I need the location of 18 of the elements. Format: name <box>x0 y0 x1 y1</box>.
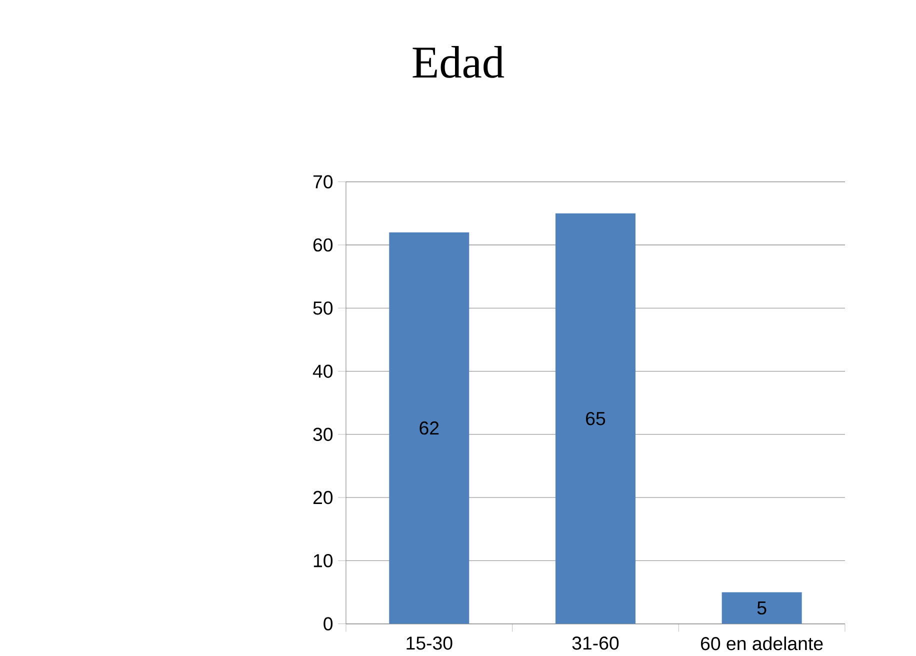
y-tick-label: 10 <box>314 554 333 568</box>
x-tick-label: 60 en adelante <box>700 636 823 650</box>
y-tick-label: 0 <box>324 617 333 630</box>
y-tick-label: 40 <box>312 364 333 378</box>
data-label: 65 <box>586 412 606 426</box>
data-label: 5 <box>757 602 766 615</box>
bar <box>555 213 636 624</box>
data-label: 62 <box>420 421 439 435</box>
y-tick-label: 60 <box>313 238 333 252</box>
y-tick-label: 50 <box>313 301 333 315</box>
y-tick-label: 30 <box>313 428 333 441</box>
bar <box>389 232 470 624</box>
bar <box>722 592 802 624</box>
x-tick-label: 31-60 <box>572 636 619 650</box>
x-tick-label: 15-30 <box>406 636 452 650</box>
y-tick-label: 20 <box>313 490 333 504</box>
chart-title: Edad <box>412 46 504 78</box>
y-tick-label: 70 <box>313 175 333 188</box>
